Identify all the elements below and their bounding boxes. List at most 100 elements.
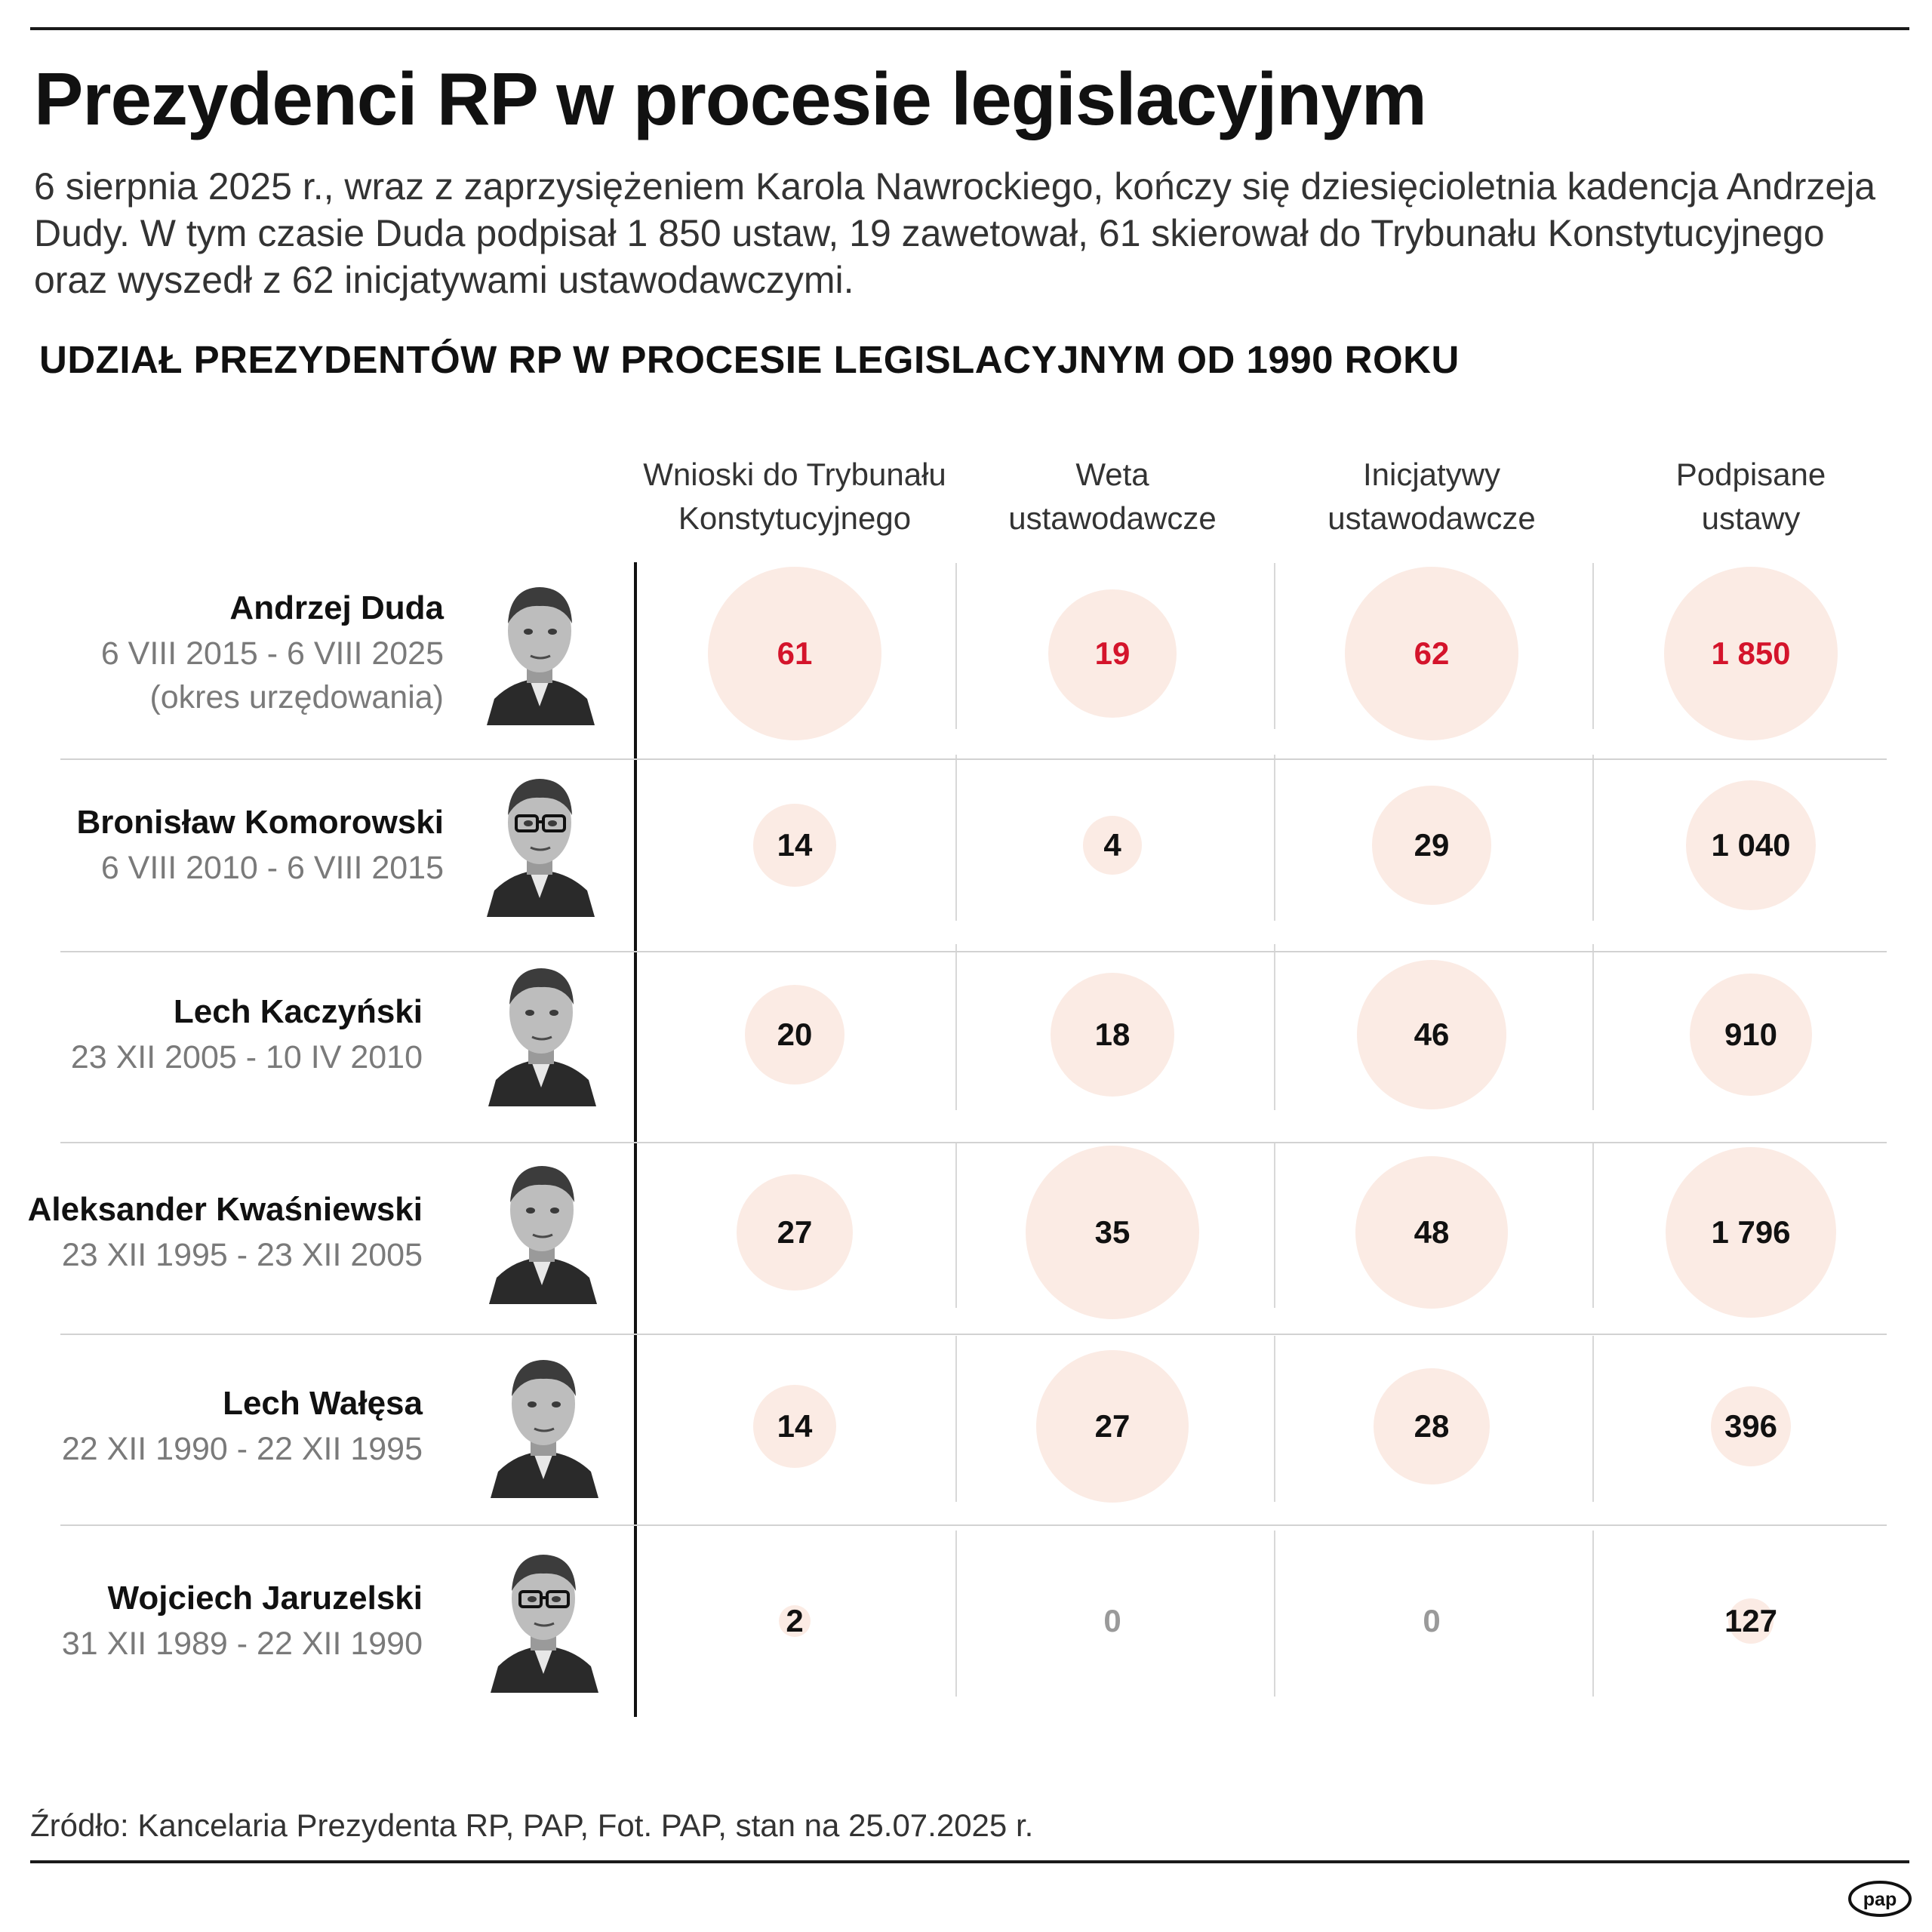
row-separator [60,1334,1887,1335]
value-label-veto: 4 [1103,827,1121,863]
column-separator [1592,1142,1594,1308]
page-title: Prezydenci RP w procesie legislacyjnym [34,57,1427,140]
chart-title: UDZIAŁ PREZYDENTÓW RP W PROCESIE LEGISLA… [39,338,1460,381]
president-name: Aleksander Kwaśniewski [27,1191,423,1228]
value-label-init: 0 [1423,1603,1441,1638]
bubble-init [1372,786,1491,905]
row-separator [60,1524,1887,1526]
value-label-signed: 1 040 [1711,827,1791,863]
president-term: 31 XII 1989 - 22 XII 1990 [61,1626,423,1662]
portrait-photo [485,1153,598,1304]
portrait-photo [483,574,596,725]
column-separator [1592,563,1594,729]
bubble-signed [1710,1386,1792,1467]
value-label-tk: 14 [777,827,813,863]
value-label-tk: 27 [777,1214,813,1250]
bubble-signed [1664,567,1838,740]
value-label-tk: 20 [777,1017,813,1052]
bubble-veto [1050,972,1175,1097]
column-header-line: ustawy [1701,500,1801,536]
column-separator [1592,1336,1594,1502]
column-separator [1274,1336,1275,1502]
column-separator [1592,1531,1594,1697]
value-label-init: 48 [1414,1214,1450,1250]
column-header-veto: Weta ustawodawcze [954,453,1271,540]
column-separator [955,1531,957,1697]
bubble-signed [1665,1146,1837,1318]
bubble-tk [752,803,837,888]
bubble-veto [1026,1146,1199,1319]
pap-logo: pap [1848,1881,1912,1917]
column-header-line: ustawodawcze [1008,500,1217,536]
top-rule [30,27,1909,30]
value-label-veto: 19 [1094,635,1131,671]
column-header-signed: Podpisane ustawy [1592,453,1909,540]
president-term: 23 XII 1995 - 23 XII 2005 [61,1237,423,1273]
portrait-photo [487,1542,600,1693]
value-label-signed: 1 796 [1711,1214,1791,1250]
bubble-veto [1048,589,1177,718]
bubble-init [1373,1367,1491,1485]
column-header-tk: Wnioski do Trybunału Konstytucyjnego [636,453,953,540]
president-name: Wojciech Jaruzelski [107,1580,423,1617]
value-label-veto: 0 [1103,1603,1121,1638]
name-axis-line [634,562,637,1717]
row-separator [60,1142,1887,1143]
value-label-signed: 127 [1724,1603,1778,1638]
column-header-line: Podpisane [1675,457,1826,492]
bubble-tk [745,985,844,1084]
president-term: 6 VIII 2010 - 6 VIII 2015 [100,850,444,886]
column-header-line: ustawodawcze [1327,500,1536,536]
column-separator [955,1336,957,1502]
row-separator [60,951,1887,952]
president-name: Bronisław Komorowski [76,804,444,841]
portrait-photo [485,955,598,1106]
president-name: Lech Wałęsa [223,1385,423,1422]
bottom-rule [30,1860,1909,1863]
value-label-tk: 14 [777,1408,813,1444]
column-separator [1592,944,1594,1110]
column-header-line: Konstytucyjnego [678,500,912,536]
value-label-init: 29 [1414,827,1450,863]
intro-paragraph: 6 sierpnia 2025 r., wraz z zaprzysiężeni… [34,165,1876,301]
value-label-veto: 27 [1094,1408,1131,1444]
row-separator [60,758,1887,760]
column-header-line: Inicjatywy [1362,457,1501,492]
portrait-photo [487,1347,600,1498]
source-note: Źródło: Kancelaria Prezydenta RP, PAP, F… [30,1807,1034,1843]
bubble-signed [1727,1598,1774,1644]
value-label-veto: 18 [1094,1017,1131,1052]
president-term: 6 VIII 2015 - 6 VIII 2025 [100,635,444,672]
value-label-signed: 1 850 [1711,635,1791,671]
column-separator [955,1142,957,1308]
column-separator [955,944,957,1110]
bubble-init [1355,1155,1509,1309]
column-separator [1274,1531,1275,1697]
value-label-init: 46 [1414,1017,1450,1052]
value-label-signed: 910 [1724,1017,1778,1052]
column-header-init: Inicjatywy ustawodawcze [1273,453,1590,540]
bubble-veto [1035,1349,1189,1503]
president-term: (okres urzędowania) [149,679,444,715]
bubble-tk [737,1174,853,1291]
bubble-tk [779,1605,811,1637]
bubble-tk [752,1384,837,1469]
president-name: Andrzej Duda [229,589,444,626]
column-header-line: Weta [1075,457,1149,492]
column-separator [1274,755,1275,921]
pap-logo-text: pap [1863,1889,1897,1910]
value-label-tk: 2 [786,1603,804,1638]
column-separator [1592,755,1594,921]
value-label-init: 28 [1414,1408,1450,1444]
value-label-veto: 35 [1094,1214,1131,1250]
president-name: Lech Kaczyński [173,993,423,1030]
column-separator [1274,563,1275,729]
value-label-tk: 61 [777,635,813,671]
bubble-init [1345,567,1518,740]
bubble-init [1356,959,1507,1110]
column-separator [955,563,957,729]
bubble-signed [1690,974,1812,1096]
column-header-line: Wnioski do Trybunału [643,457,946,492]
value-label-init: 62 [1414,635,1450,671]
column-separator [1274,944,1275,1110]
